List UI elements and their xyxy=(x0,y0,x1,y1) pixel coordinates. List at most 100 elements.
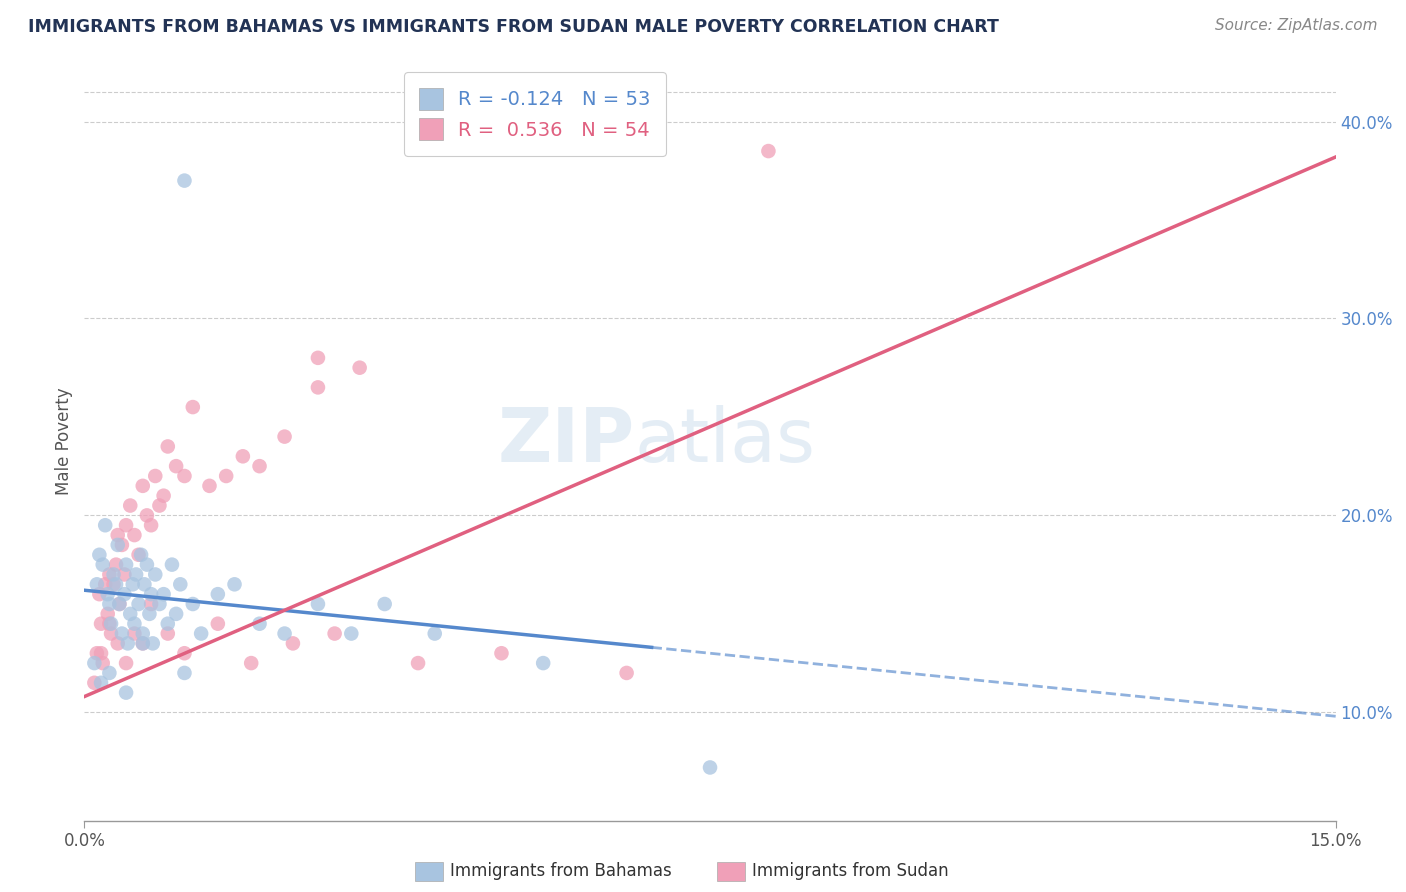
Point xyxy=(198,479,221,493)
Point xyxy=(160,558,183,572)
Point xyxy=(132,636,155,650)
Point xyxy=(207,616,229,631)
Point xyxy=(115,558,138,572)
Point xyxy=(139,587,162,601)
Point xyxy=(132,636,155,650)
Point xyxy=(169,577,191,591)
Point xyxy=(249,616,271,631)
Point xyxy=(215,469,238,483)
Point xyxy=(98,616,121,631)
Point xyxy=(86,577,108,591)
Point xyxy=(273,429,295,443)
Point xyxy=(90,646,112,660)
Point xyxy=(124,528,146,542)
Point xyxy=(152,489,174,503)
Point xyxy=(105,577,128,591)
Point xyxy=(224,577,246,591)
Point xyxy=(173,469,195,483)
Text: ZIP: ZIP xyxy=(498,405,636,478)
Point xyxy=(156,440,179,454)
Point xyxy=(111,626,134,640)
Point xyxy=(152,587,174,601)
Point xyxy=(124,616,146,631)
Point xyxy=(124,626,146,640)
Point xyxy=(115,656,138,670)
Point xyxy=(98,567,121,582)
Point xyxy=(249,459,271,474)
Point xyxy=(107,636,129,650)
Point xyxy=(112,567,135,582)
Point xyxy=(307,380,329,394)
Text: IMMIGRANTS FROM BAHAMAS VS IMMIGRANTS FROM SUDAN MALE POVERTY CORRELATION CHART: IMMIGRANTS FROM BAHAMAS VS IMMIGRANTS FR… xyxy=(28,18,1000,36)
Point xyxy=(107,528,129,542)
Point xyxy=(97,607,120,621)
Point xyxy=(125,567,148,582)
Point xyxy=(103,577,125,591)
Point xyxy=(90,616,112,631)
Point xyxy=(112,587,135,601)
Point xyxy=(129,548,152,562)
Point xyxy=(156,616,179,631)
Legend: R = -0.124   N = 53, R =  0.536   N = 54: R = -0.124 N = 53, R = 0.536 N = 54 xyxy=(404,72,666,156)
Point xyxy=(340,626,363,640)
Point xyxy=(108,597,131,611)
Point xyxy=(307,351,329,365)
Point xyxy=(111,538,134,552)
Point xyxy=(143,469,166,483)
Point xyxy=(128,548,150,562)
Point xyxy=(83,656,105,670)
Y-axis label: Male Poverty: Male Poverty xyxy=(55,388,73,495)
Point xyxy=(156,626,179,640)
Point xyxy=(148,597,170,611)
Point xyxy=(132,626,155,640)
Point xyxy=(374,597,396,611)
Text: Immigrants from Bahamas: Immigrants from Bahamas xyxy=(450,863,672,880)
Point xyxy=(307,597,329,611)
Point xyxy=(121,577,143,591)
Point xyxy=(100,626,122,640)
Point xyxy=(142,636,165,650)
Point xyxy=(173,173,195,187)
Point xyxy=(323,626,346,640)
Point xyxy=(181,597,204,611)
Text: Immigrants from Sudan: Immigrants from Sudan xyxy=(752,863,949,880)
Point xyxy=(100,616,122,631)
Point xyxy=(89,548,111,562)
Point xyxy=(86,646,108,660)
Point xyxy=(115,518,138,533)
Point xyxy=(94,518,117,533)
Point xyxy=(423,626,446,640)
Point xyxy=(89,587,111,601)
Point xyxy=(98,665,121,680)
Point xyxy=(91,656,114,670)
Point xyxy=(139,597,162,611)
Point xyxy=(616,665,638,680)
Point xyxy=(90,675,112,690)
Point xyxy=(117,636,139,650)
Point xyxy=(491,646,513,660)
Point xyxy=(758,144,780,158)
Point xyxy=(103,567,125,582)
Point xyxy=(181,400,204,414)
Point xyxy=(132,479,155,493)
Point xyxy=(128,597,150,611)
Point xyxy=(108,597,131,611)
Point xyxy=(98,597,121,611)
Point xyxy=(115,685,138,699)
Point xyxy=(97,587,120,601)
Point xyxy=(406,656,429,670)
Point xyxy=(139,518,162,533)
Point xyxy=(165,607,187,621)
Text: atlas: atlas xyxy=(636,405,815,478)
Point xyxy=(134,577,156,591)
Point xyxy=(281,636,304,650)
Point xyxy=(136,508,159,523)
Point xyxy=(699,760,721,774)
Point xyxy=(148,499,170,513)
Point xyxy=(105,558,128,572)
Point xyxy=(138,607,160,621)
Point xyxy=(173,646,195,660)
Point xyxy=(120,499,142,513)
Point xyxy=(531,656,554,670)
Point xyxy=(120,607,142,621)
